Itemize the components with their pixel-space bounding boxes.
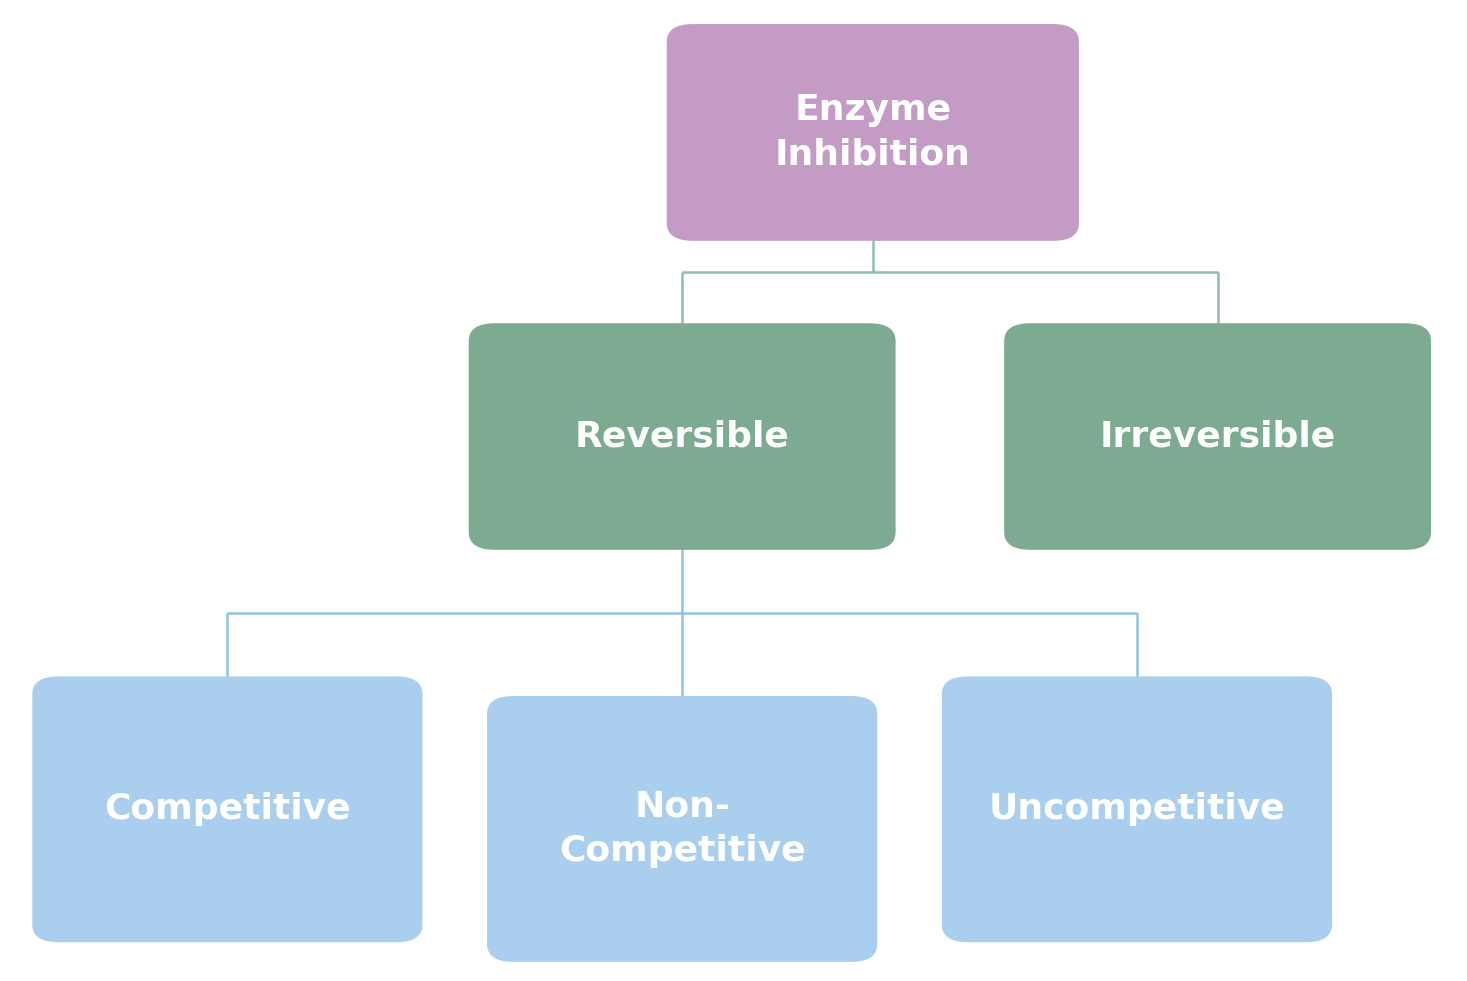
Text: Competitive: Competitive: [104, 793, 351, 826]
FancyBboxPatch shape: [1003, 324, 1430, 549]
FancyBboxPatch shape: [487, 697, 877, 961]
Text: Enzyme
Inhibition: Enzyme Inhibition: [775, 93, 971, 172]
Text: Reversible: Reversible: [575, 420, 789, 453]
Text: Non-
Competitive: Non- Competitive: [559, 790, 805, 868]
FancyBboxPatch shape: [32, 677, 422, 942]
Text: Irreversible: Irreversible: [1099, 420, 1336, 453]
FancyBboxPatch shape: [469, 324, 895, 549]
FancyBboxPatch shape: [942, 677, 1332, 942]
Text: Uncompetitive: Uncompetitive: [989, 793, 1285, 826]
FancyBboxPatch shape: [666, 24, 1080, 240]
